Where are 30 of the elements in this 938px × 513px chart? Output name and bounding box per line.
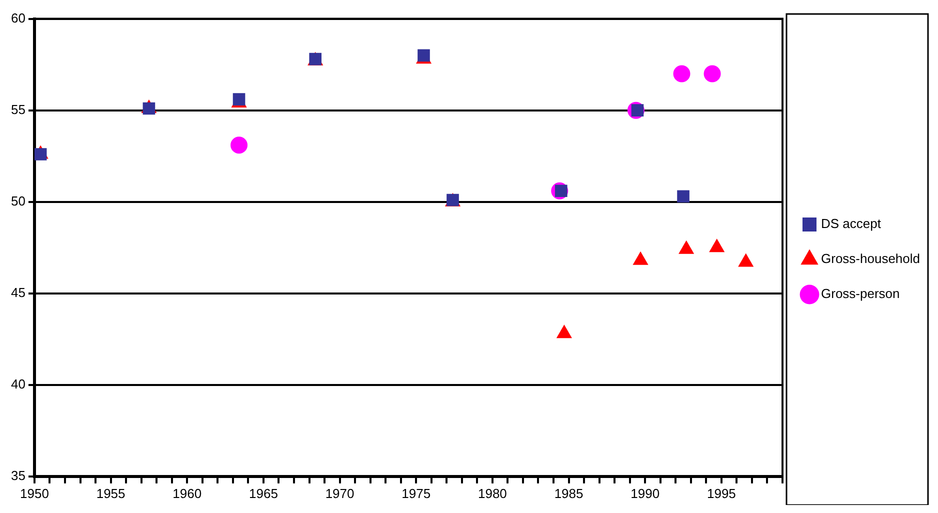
y-tick-label: 45: [10, 284, 26, 300]
x-tick-label: 1990: [630, 486, 660, 501]
x-tick-label: 1960: [172, 486, 202, 501]
point: [633, 252, 648, 265]
point: [709, 239, 724, 252]
x-tick-label: 1980: [478, 486, 507, 501]
point: [738, 254, 754, 267]
x-tick-label: 1995: [706, 486, 736, 501]
x-tick-label: 1970: [325, 486, 354, 501]
y-tick-label: 50: [10, 193, 26, 208]
x-tick-label: 1955: [96, 486, 126, 501]
point: [34, 148, 47, 160]
y-tick-label: 60: [10, 10, 26, 26]
y-tick-label: 55: [10, 102, 26, 117]
point: [230, 136, 248, 154]
y-tick-label: 35: [10, 468, 26, 483]
legend-label: Gross-person: [821, 286, 900, 302]
legend-label: Gross-household: [821, 251, 920, 266]
point: [678, 240, 694, 254]
point: [677, 190, 690, 203]
point: [556, 325, 572, 338]
legend-label: DS accept: [821, 216, 882, 232]
x-tick-label: 1950: [20, 486, 49, 501]
x-tick-label: 1965: [248, 486, 278, 501]
x-tick-label: 1975: [402, 486, 431, 501]
point: [673, 65, 690, 82]
point: [142, 102, 156, 115]
x-tick-label: 1985: [554, 486, 584, 501]
y-tick-label: 40: [10, 376, 26, 392]
point: [704, 65, 721, 82]
